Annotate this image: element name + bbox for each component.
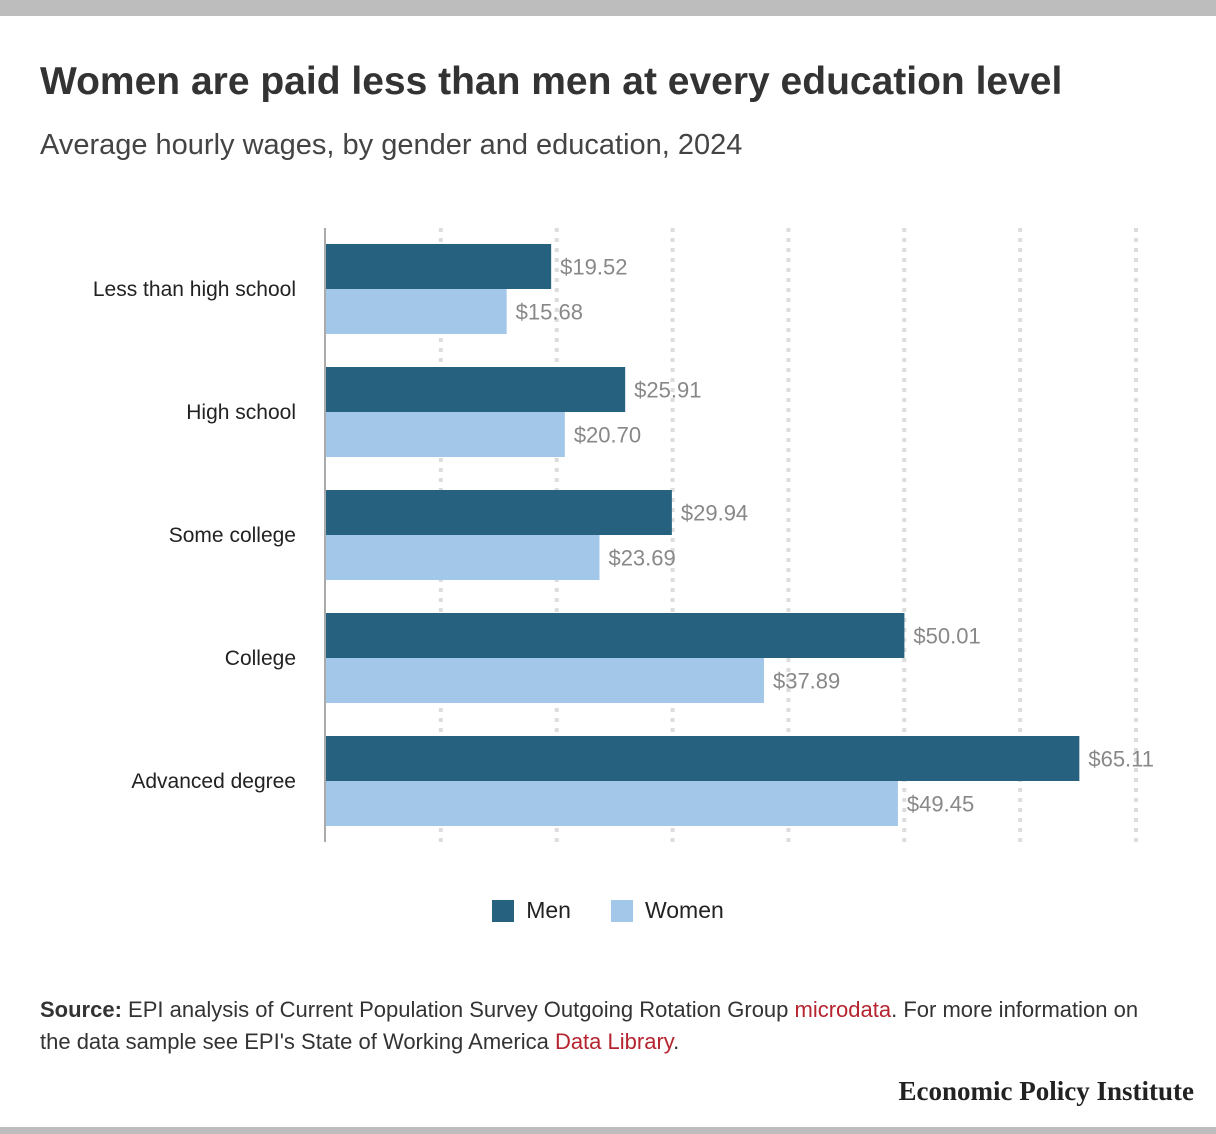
category-label: High school — [186, 401, 296, 424]
value-label: $37.89 — [773, 669, 840, 694]
legend-label-women: Women — [644, 897, 724, 923]
bar-men — [325, 490, 672, 535]
category-label: College — [225, 647, 296, 670]
legend-swatch-women — [610, 899, 633, 922]
bar-men — [325, 244, 552, 289]
value-label: $49.45 — [907, 792, 974, 817]
source-text-2: . For more information on the data sampl… — [40, 997, 1139, 1054]
brand-logo: Economic Policy Institute — [898, 1076, 1194, 1106]
bar-women — [325, 412, 565, 457]
top-border — [0, 0, 1216, 16]
bar-women — [325, 289, 507, 334]
value-label: $50.01 — [913, 624, 980, 649]
legend: Men Women — [0, 897, 1216, 924]
source-note: Source: EPI analysis of Current Populati… — [40, 994, 1160, 1058]
legend-item-men: Men — [492, 897, 571, 924]
data-library-link[interactable]: Data Library — [554, 1029, 674, 1054]
source-text-3: . — [673, 1029, 680, 1054]
value-label: $29.94 — [681, 501, 748, 526]
microdata-link[interactable]: microdata — [794, 997, 892, 1022]
bar-women — [325, 781, 898, 826]
category-label: Some college — [169, 524, 296, 547]
chart-subtitle: Average hourly wages, by gender and educ… — [40, 129, 743, 161]
chart-title: Women are paid less than men at every ed… — [40, 60, 1063, 103]
category-label: Advanced degree — [131, 770, 296, 793]
bottom-border — [0, 1127, 1216, 1134]
bar-women — [325, 658, 764, 703]
bar-men — [325, 367, 626, 412]
value-label: $25.91 — [634, 378, 701, 403]
bar-chart: Less than high school $19.52 $15.68 High sc… — [93, 228, 1154, 842]
legend-label-men: Men — [526, 897, 571, 923]
value-label: $19.52 — [560, 255, 627, 280]
source-label: Source: — [40, 997, 122, 1022]
category-label: Less than high school — [93, 278, 296, 301]
value-label: $15.68 — [516, 300, 583, 325]
value-label: $65.11 — [1088, 747, 1154, 772]
bar-women — [325, 535, 600, 580]
legend-swatch-men — [492, 899, 515, 922]
bar-men — [325, 613, 905, 658]
value-label: $23.69 — [608, 546, 675, 571]
value-label: $20.70 — [574, 423, 641, 448]
legend-item-women: Women — [610, 897, 724, 924]
source-text-1: EPI analysis of Current Population Surve… — [121, 997, 795, 1022]
bar-men — [325, 736, 1080, 781]
